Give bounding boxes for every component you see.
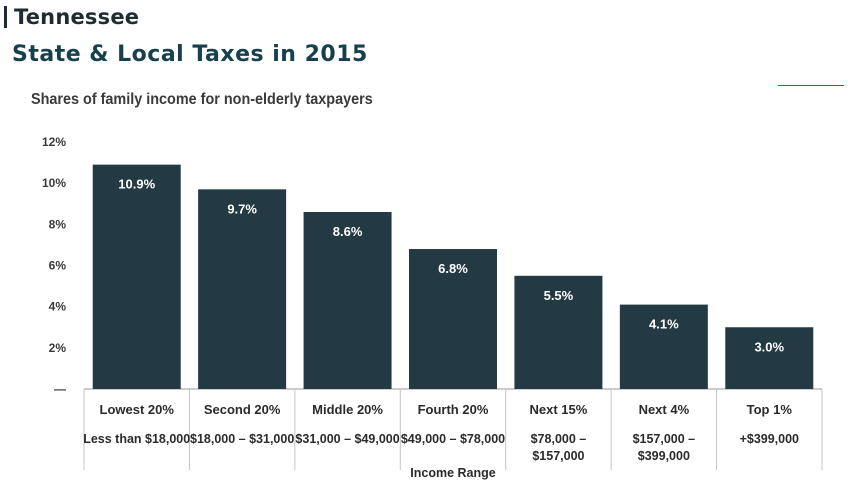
state-name: Tennessee (14, 5, 140, 29)
income-range-label: $49,000 – $78,000 (401, 432, 505, 446)
category-label: Top 1% (747, 402, 793, 417)
data-label: 5.5% (544, 288, 574, 303)
data-label: 4.1% (649, 317, 679, 332)
income-range-label: $157,000 (532, 449, 584, 463)
header-accent-bar (4, 6, 7, 28)
bar (619, 304, 708, 389)
category-label: Fourth 20% (418, 402, 489, 417)
category-label: Next 4% (639, 402, 690, 417)
y-tick-label: — (54, 382, 66, 396)
data-label: 8.6% (333, 224, 363, 239)
income-range-label: Less than $18,000 (83, 432, 190, 446)
income-range-label: +$399,000 (740, 432, 799, 446)
category-label: Next 15% (530, 402, 588, 417)
data-label: 6.8% (438, 261, 468, 276)
bar (514, 275, 603, 389)
income-range-label: $31,000 – $49,000 (295, 432, 399, 446)
state-header: Tennessee (0, 4, 139, 30)
category-label: Second 20% (204, 402, 281, 417)
bar (725, 327, 814, 389)
y-tick-label: 8% (49, 217, 67, 231)
y-tick-label: 4% (49, 300, 67, 314)
bar (92, 164, 181, 389)
y-tick-label: 12% (42, 135, 66, 149)
data-label: 10.9% (118, 177, 155, 192)
bar (409, 249, 497, 389)
y-tick-label: 6% (49, 259, 67, 273)
income-range-label: $78,000 – (531, 432, 587, 446)
income-range-label: $399,000 (638, 449, 690, 463)
category-label: Middle 20% (312, 402, 383, 417)
y-tick-label: 2% (49, 341, 67, 355)
x-axis-title: Income Range (410, 466, 495, 480)
bar (198, 189, 287, 389)
data-label: 3.0% (754, 339, 784, 354)
income-range-label: $157,000 – (633, 432, 696, 446)
page-title: State & Local Taxes in 2015 (12, 42, 368, 67)
bar (303, 211, 392, 389)
y-tick-label: 10% (42, 176, 66, 190)
data-label: 9.7% (227, 201, 257, 216)
chart-title: Shares of family income for non-elderly … (31, 91, 373, 108)
income-range-label: $18,000 – $31,000 (190, 432, 294, 446)
category-label: Lowest 20% (100, 402, 175, 417)
accent-rule (778, 85, 844, 86)
